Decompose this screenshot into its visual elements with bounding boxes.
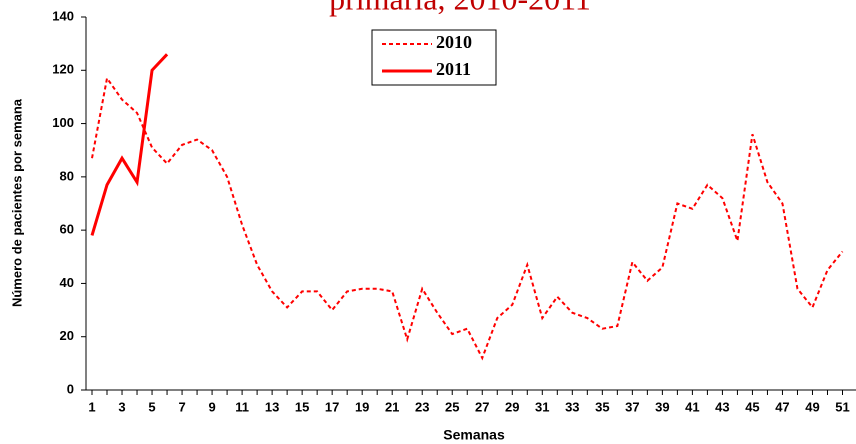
x-tick-label: 45 bbox=[745, 399, 759, 414]
x-tick-label: 11 bbox=[235, 399, 249, 414]
series-line bbox=[91, 75, 844, 361]
y-tick-label: 140 bbox=[52, 8, 74, 23]
y-tick-label: 40 bbox=[60, 275, 74, 290]
x-tick-label: 41 bbox=[685, 399, 699, 414]
y-tick-label: 80 bbox=[60, 168, 74, 183]
x-tick-label: 17 bbox=[325, 399, 339, 414]
y-axis-label: Número de pacientes por semana bbox=[9, 98, 24, 307]
legend bbox=[371, 29, 497, 86]
x-tick-label: 7 bbox=[178, 399, 185, 414]
y-tick-label: 0 bbox=[67, 381, 74, 396]
x-tick-label: 47 bbox=[775, 399, 789, 414]
x-tick-label: 29 bbox=[505, 399, 519, 414]
x-tick-label: 3 bbox=[118, 399, 125, 414]
legend-label: 2011 bbox=[436, 59, 471, 79]
x-tick-label: 15 bbox=[295, 399, 309, 414]
x-axis-label: Semanas bbox=[443, 427, 505, 443]
x-tick-label: 5 bbox=[148, 399, 155, 414]
x-tick-label: 19 bbox=[355, 399, 369, 414]
x-tick-label: 25 bbox=[445, 399, 459, 414]
x-tick-label: 23 bbox=[415, 399, 429, 414]
x-tick-label: 43 bbox=[715, 399, 729, 414]
x-tick-label: 49 bbox=[805, 399, 819, 414]
legend-label: 2010 bbox=[436, 32, 472, 52]
x-tick-label: 9 bbox=[208, 399, 215, 414]
x-tick-label: 39 bbox=[655, 399, 669, 414]
series-line bbox=[90, 53, 169, 236]
x-tick-label: 35 bbox=[595, 399, 609, 414]
x-tick-label: 1 bbox=[88, 399, 95, 414]
x-tick-label: 31 bbox=[535, 399, 549, 414]
x-tick-label: 13 bbox=[265, 399, 279, 414]
x-tick-label: 27 bbox=[475, 399, 489, 414]
x-tick-label: 33 bbox=[565, 399, 579, 414]
y-tick-label: 20 bbox=[60, 328, 74, 343]
x-tick-label: 51 bbox=[835, 399, 849, 414]
x-tick-label: 37 bbox=[625, 399, 639, 414]
y-tick-label: 100 bbox=[52, 115, 74, 130]
y-tick-label: 60 bbox=[60, 222, 74, 237]
x-tick-label: 21 bbox=[385, 399, 399, 414]
chart-title: primaria, 2010-2011 bbox=[329, 0, 591, 16]
y-tick-label: 120 bbox=[52, 62, 74, 77]
